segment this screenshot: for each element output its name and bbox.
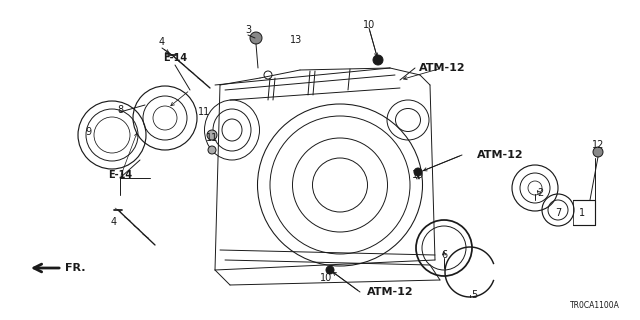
- Text: 4: 4: [111, 217, 117, 227]
- Text: 9: 9: [85, 127, 91, 137]
- Text: ATM-12: ATM-12: [477, 150, 524, 160]
- Text: 3: 3: [245, 25, 251, 35]
- Text: FR.: FR.: [65, 263, 86, 273]
- Text: 4: 4: [159, 37, 165, 47]
- Text: 13: 13: [290, 35, 302, 45]
- Text: 11: 11: [198, 107, 210, 117]
- Text: 8: 8: [117, 105, 123, 115]
- Circle shape: [373, 55, 383, 65]
- Text: 10: 10: [320, 273, 332, 283]
- Circle shape: [208, 146, 216, 154]
- Text: 10: 10: [363, 20, 375, 30]
- Circle shape: [207, 130, 217, 140]
- Circle shape: [250, 32, 262, 44]
- Text: 2: 2: [537, 188, 543, 198]
- Text: ATM-12: ATM-12: [367, 287, 413, 297]
- Text: E-14: E-14: [108, 170, 132, 180]
- Text: 10: 10: [412, 170, 424, 180]
- Text: 11: 11: [206, 133, 218, 143]
- Text: 7: 7: [555, 208, 561, 218]
- Text: 12: 12: [592, 140, 604, 150]
- Circle shape: [414, 168, 422, 176]
- Text: ATM-12: ATM-12: [419, 63, 465, 73]
- Text: TR0CA1100A: TR0CA1100A: [570, 301, 620, 310]
- Text: E-14: E-14: [163, 53, 187, 63]
- Text: 5: 5: [471, 290, 477, 300]
- Text: 1: 1: [579, 208, 585, 218]
- Text: 6: 6: [441, 250, 447, 260]
- Circle shape: [326, 266, 334, 274]
- Circle shape: [593, 147, 603, 157]
